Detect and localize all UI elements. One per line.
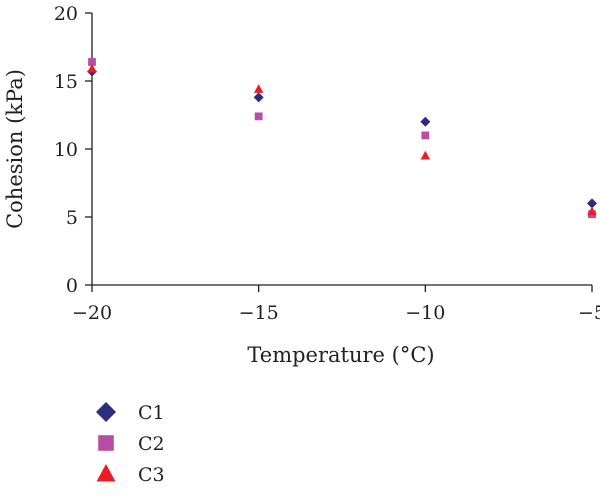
point-c2 [421,131,430,140]
x-axis-title: Temperature (°C) [247,343,434,367]
tick-labels: 0 5 10 15 20 −20 −15 −10 −5 [54,3,600,324]
y-axis-title: Cohesion (kPa) [3,69,27,229]
y-tick-label: 5 [66,207,78,229]
point-c3 [587,206,597,216]
point-c3 [253,84,264,93]
y-tick-label: 10 [54,139,78,161]
y-tick-label: 0 [66,275,78,297]
point-c1 [587,198,597,209]
x-tick-label: −5 [578,302,600,324]
legend-marker-c3 [96,464,116,482]
point-c1 [420,116,431,127]
legend-label-c3: C3 [138,464,165,486]
axes [85,12,593,292]
legend-marker-c1 [96,402,116,422]
y-tick-label: 20 [54,3,78,25]
point-c3 [87,63,97,73]
legend: C1 C2 C3 [96,402,165,486]
y-tick-label: 15 [54,71,78,93]
point-c3 [420,150,431,160]
point-c2 [88,58,96,66]
x-tick-label: −15 [239,302,279,324]
x-tick-label: −10 [405,302,445,324]
x-tick-label: −20 [72,302,112,324]
point-c1 [253,92,264,103]
legend-marker-c2 [98,435,114,451]
legend-label-c2: C2 [138,433,165,455]
data-points [87,58,597,219]
point-c2 [254,112,263,121]
legend-label-c1: C1 [138,402,165,424]
